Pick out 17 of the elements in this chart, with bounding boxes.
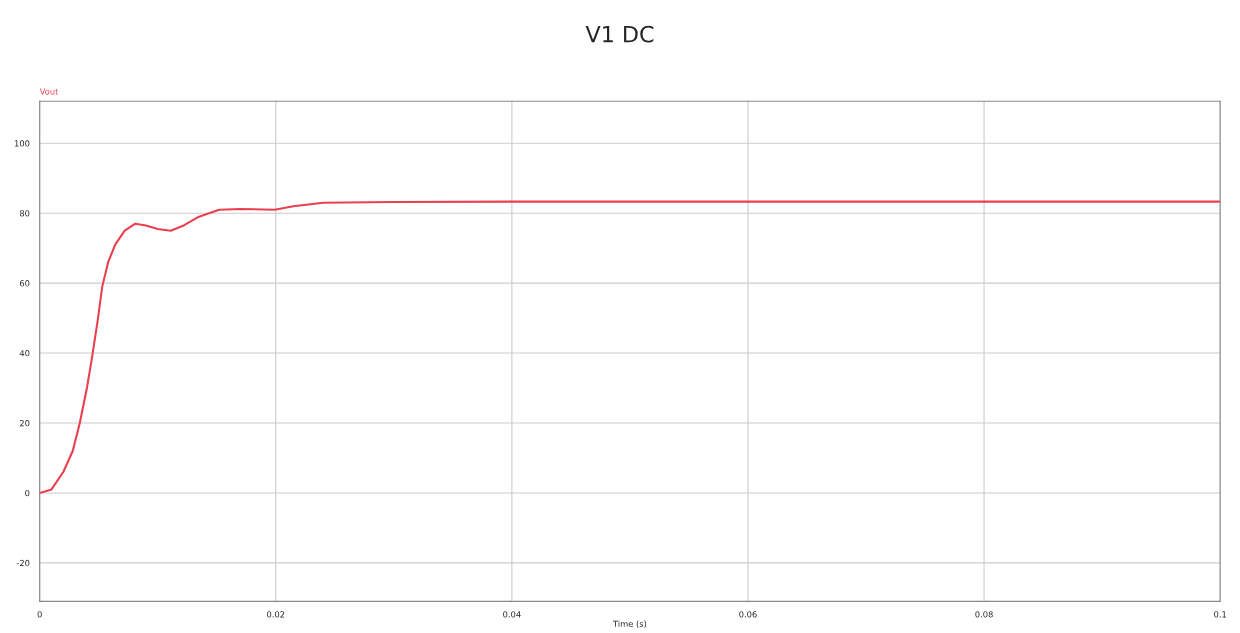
y-tick-label: -20 [16,559,30,567]
x-tick-label: 0.06 [739,611,757,618]
x-tick-label: 0.08 [975,611,993,618]
y-tick-label: 40 [19,350,30,357]
line-series [39,200,1221,494]
y-tick-label: 60 [19,280,30,287]
x-axis-title: Time (s) [612,620,647,628]
x-tick-label: 0.04 [503,611,521,618]
chart-title: V1 DC [585,25,654,43]
y-axis-title: Vout [39,88,59,95]
x-tick-label: 0.02 [267,611,285,618]
x-tick-label: 0.1 [1214,611,1227,618]
y-tick-label: 0 [25,489,30,497]
y-tick-label: 20 [19,419,30,427]
y-tick-label: 80 [19,210,30,217]
x-tick-label: 0 [37,611,42,618]
y-tick-label: 100 [14,140,30,147]
